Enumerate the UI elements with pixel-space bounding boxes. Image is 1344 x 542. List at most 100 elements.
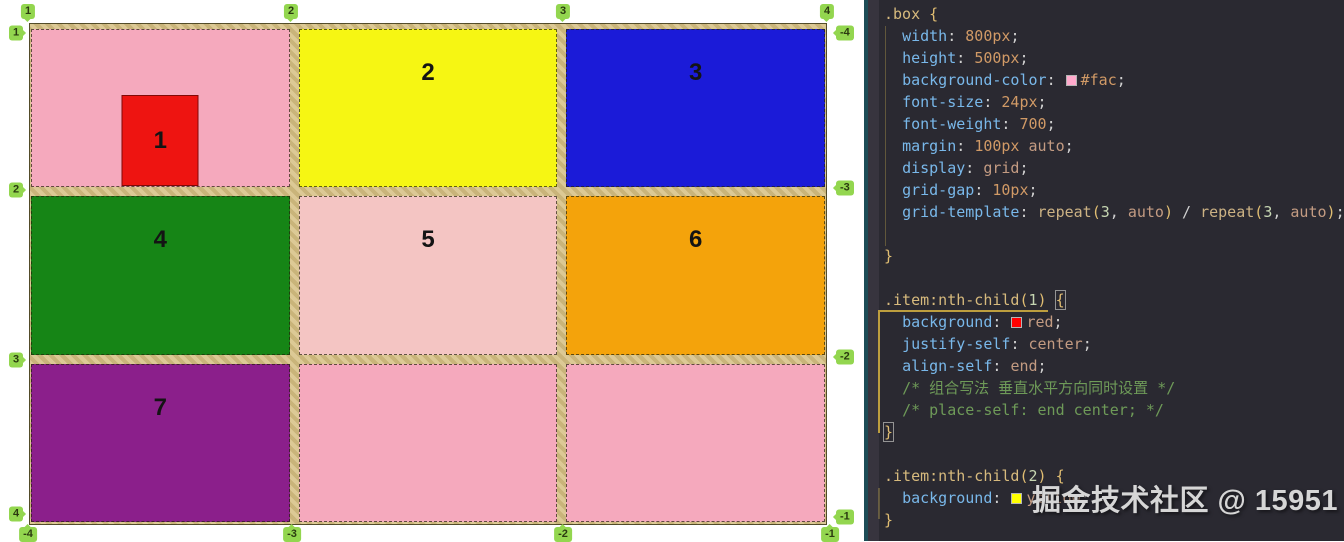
code-line-4[interactable]: background-color: #fac;	[884, 69, 1344, 91]
code-token: 24px	[1001, 93, 1038, 111]
code-token: :	[983, 93, 1002, 111]
code-line-2[interactable]: width: 800px;	[884, 25, 1344, 47]
grid-line-badge-bottom--2: -2	[554, 527, 572, 542]
watermark: 掘金技术社区 @ 15951	[1031, 485, 1338, 517]
grid-item-1: 1	[121, 95, 199, 187]
code-line-7[interactable]: margin: 100px auto;	[884, 135, 1344, 157]
grid-cell-1: 1	[31, 29, 290, 188]
grid-cell-9	[566, 363, 825, 522]
code-token: ,	[1272, 203, 1291, 221]
code-token	[884, 181, 902, 199]
code-line-5[interactable]: font-size: 24px;	[884, 91, 1344, 113]
code-token: align-self	[902, 357, 993, 375]
code-token: :	[956, 49, 975, 67]
code-line-19[interactable]: /* place-self: end center; */	[884, 399, 1344, 421]
code-line-14[interactable]: .item:nth-child(1) {	[884, 289, 1344, 311]
code-line-18[interactable]: /* 组合写法 垂直水平方向同时设置 */	[884, 377, 1344, 399]
code-line-1[interactable]: .box {	[884, 3, 1344, 25]
code-line-24[interactable]: }	[884, 509, 1344, 531]
indent-guide-box-block	[885, 26, 886, 246]
code-token	[884, 203, 902, 221]
code-token: )	[1037, 291, 1047, 309]
code-token: /	[1173, 203, 1201, 221]
grid-line-badge-right--3: -3	[836, 180, 854, 196]
code-token: )	[1163, 203, 1173, 221]
code-area[interactable]: .box { width: 800px; height: 500px; back…	[882, 3, 1344, 531]
code-token: :	[992, 489, 1011, 507]
color-swatch-red[interactable]	[1011, 317, 1023, 328]
code-token: :	[956, 137, 975, 155]
code-line-11[interactable]	[884, 223, 1344, 245]
code-line-17[interactable]: align-self: end;	[884, 355, 1344, 377]
color-swatch-pink[interactable]	[1065, 75, 1077, 86]
code-token: 100px	[974, 137, 1020, 155]
code-token: :	[992, 357, 1011, 375]
code-token: ;	[1080, 489, 1090, 507]
code-token: red	[1026, 313, 1054, 331]
grid-cell-5: 5	[298, 196, 558, 355]
code-line-8[interactable]: display: grid;	[884, 157, 1344, 179]
code-token: ;	[1019, 159, 1029, 177]
code-token: 3	[1263, 203, 1273, 221]
grid-cell-8	[298, 363, 558, 522]
color-swatch-yellow[interactable]	[1011, 493, 1023, 504]
code-token: 800px	[965, 27, 1011, 45]
code-token: .item:nth-child	[884, 291, 1020, 309]
code-token: ;	[1037, 357, 1047, 375]
code-token: 2	[1028, 467, 1038, 485]
grid-line-badge-left-4: 4	[9, 506, 24, 522]
code-line-13[interactable]	[884, 267, 1344, 289]
code-line-20[interactable]: }	[882, 421, 1344, 443]
grid-cell-6: 6	[566, 196, 825, 355]
code-line-12[interactable]: }	[884, 245, 1344, 267]
code-line-23[interactable]: background: yellow;	[884, 487, 1344, 509]
code-token	[1019, 137, 1028, 155]
code-token	[884, 379, 902, 397]
grid-line-badge-top-3: 3	[555, 4, 571, 19]
code-line-9[interactable]: grid-gap: 10px;	[884, 179, 1344, 201]
code-token	[884, 93, 902, 111]
grid-line-badge-top-2: 2	[283, 4, 299, 19]
code-token: ;	[1028, 181, 1038, 199]
code-editor-pane[interactable]: .box { width: 800px; height: 500px; back…	[864, 0, 1344, 541]
code-token: grid-template	[902, 203, 1020, 221]
matched-bracket: }	[882, 422, 895, 442]
code-token: width	[902, 27, 948, 45]
code-token: :	[974, 181, 993, 199]
code-line-22[interactable]: .item:nth-child(2) {	[884, 465, 1344, 487]
code-token	[884, 357, 902, 375]
code-token: ;	[1116, 71, 1126, 89]
code-line-15[interactable]: background: red;	[884, 311, 1344, 333]
grid-line-badge-right--1: -1	[836, 509, 854, 525]
code-line-21[interactable]	[884, 443, 1344, 465]
grid-line-badge-left-1: 1	[9, 25, 24, 41]
code-token: {	[1055, 467, 1065, 485]
code-token: (	[1091, 203, 1101, 221]
code-token: repeat	[1037, 203, 1092, 221]
scope-guide-item2	[878, 488, 880, 519]
code-line-10[interactable]: grid-template: repeat(3, auto) / repeat(…	[884, 201, 1344, 223]
grid-cell-4: 4	[31, 196, 290, 355]
code-token	[1047, 467, 1056, 485]
code-token: ;	[1046, 115, 1056, 133]
code-token: (	[1019, 291, 1029, 309]
code-token: yellow	[1026, 489, 1081, 507]
code-token	[884, 27, 902, 45]
code-token: }	[884, 247, 894, 265]
code-token	[884, 313, 902, 331]
code-line-6[interactable]: font-weight: 700;	[884, 113, 1344, 135]
code-token: :	[1046, 71, 1065, 89]
code-line-16[interactable]: justify-self: center;	[884, 333, 1344, 355]
code-token: .box	[884, 5, 921, 23]
code-token: :	[1019, 203, 1038, 221]
code-token: :	[1010, 335, 1029, 353]
code-line-3[interactable]: height: 500px;	[884, 47, 1344, 69]
code-token: grid-gap	[902, 181, 975, 199]
code-token: background-color	[902, 71, 1047, 89]
code-token: ;	[1335, 203, 1344, 221]
code-token: ;	[1019, 49, 1029, 67]
code-token	[884, 137, 902, 155]
code-token: repeat	[1200, 203, 1255, 221]
